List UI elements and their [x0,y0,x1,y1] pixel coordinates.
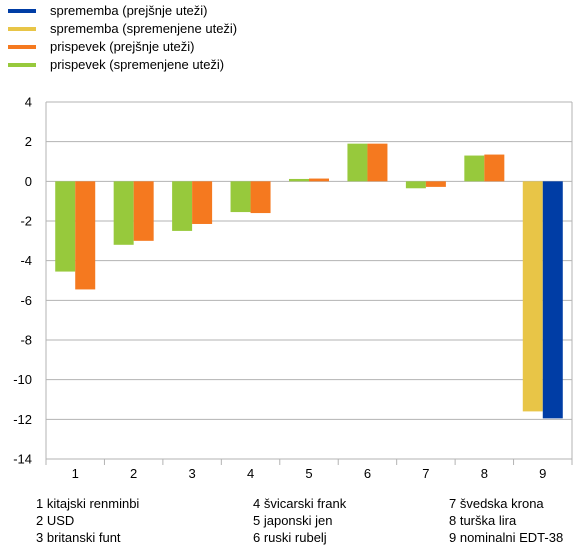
legend-swatch [8,9,36,13]
y-tick-label: -4 [20,253,32,268]
legend-swatch [8,63,36,67]
legend-swatch [8,45,36,49]
category-key-column: 4 švicarski frank 5 japonski jen 6 ruski r… [253,495,346,546]
category-key-column: 7 švedska krona 8 turška lira 9 nominalni … [449,495,563,546]
bar [464,155,485,182]
bar [75,181,96,290]
category-key-column: 1 kitajski renminbi 2 USD 3 britanski funt [36,495,139,546]
x-tick-label: 4 [247,466,254,481]
bar [230,181,251,213]
category-key: 1 kitajski renminbi 2 USD 3 britanski funt… [0,495,585,548]
y-tick-label: 4 [25,95,32,110]
y-tick-label: -12 [13,412,32,427]
x-tick-label: 1 [72,466,79,481]
bar [289,178,309,182]
x-tick-label: 5 [305,466,312,481]
x-tick-label: 2 [130,466,137,481]
bar [172,181,193,231]
bar [113,181,134,245]
bar-chart: 4 2 0 -2 -4 -6 -8 -10 -12 -14 1 2 3 4 5 6 7 8 9 [13,95,573,481]
bar [347,143,368,182]
y-tick-label: -14 [13,452,32,467]
legend-label: sprememba (spremenjene uteži) [50,21,238,36]
bar [133,181,154,241]
bar [192,181,213,224]
y-tick-label: -2 [20,214,32,229]
bar [425,181,446,187]
x-tick-label: 3 [188,466,195,481]
category-key-item: 1 kitajski renminbi [36,496,140,511]
legend-label: prispevek (prejšnje uteži) [50,39,195,54]
y-tick-label: 2 [25,134,32,149]
bar [484,154,505,182]
bar [55,181,76,272]
legend-swatch [8,27,36,31]
x-tick-label: 9 [539,466,546,481]
category-key-item: 5 japonski jen [253,513,333,528]
x-tick-label: 7 [422,466,429,481]
bar [250,181,271,214]
bar [542,181,563,419]
category-key-item: 2 USD [36,513,75,528]
category-key-item: 3 britanski funt [36,530,121,545]
legend-label: prispevek (spremenjene uteži) [50,57,225,72]
y-tick-label: -10 [13,372,32,387]
bar [309,178,329,182]
category-key-item: 7 švedska krona [449,496,544,511]
x-tick-label: 6 [364,466,371,481]
y-tick-label: -8 [20,333,32,348]
y-tick-label: -6 [20,293,32,308]
bar [405,181,426,189]
category-key-item: 9 nominalni EDT-38 [449,530,564,545]
bar [367,143,388,182]
bar [522,181,543,412]
x-tick-label: 8 [481,466,488,481]
category-key-item: 8 turška lira [449,513,517,528]
category-key-item: 6 ruski rubelj [253,530,327,545]
y-tick-label: 0 [25,174,32,189]
legend-label: sprememba (prejšnje uteži) [50,3,208,18]
category-key-item: 4 švicarski frank [253,496,347,511]
